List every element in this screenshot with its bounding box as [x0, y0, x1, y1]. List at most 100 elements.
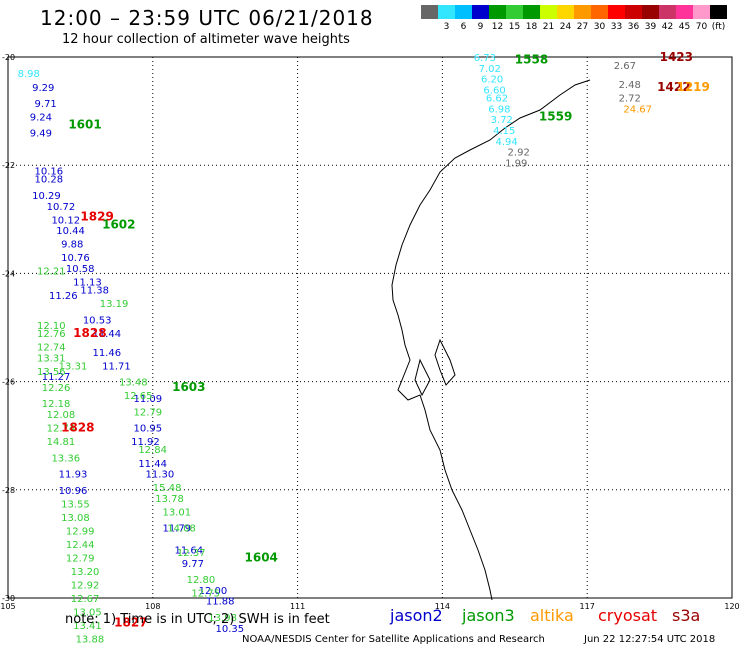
- data-point-label: 1219: [676, 80, 709, 94]
- data-point-label: 13.19: [100, 299, 129, 310]
- data-point-label: 4.15: [493, 126, 515, 137]
- data-point-label: 13.05: [73, 608, 102, 619]
- scale-label: 9: [477, 22, 484, 32]
- data-point-label: 2.92: [508, 148, 530, 159]
- data-point-label: 6.60: [483, 85, 505, 96]
- data-point-label: 11.79: [162, 524, 191, 535]
- footer-timestamp: Jun 22 12:27:54 UTC 2018: [584, 634, 716, 645]
- y-tick-label: -30: [2, 594, 15, 603]
- data-point-label: 13.88: [76, 635, 105, 646]
- y-tick-label: -22: [2, 161, 15, 170]
- data-point-label: 12.84: [138, 445, 167, 456]
- scale-swatch: [523, 5, 540, 19]
- scale-swatch: [625, 5, 642, 19]
- data-point-label: 10.96: [59, 486, 88, 497]
- data-point-label: 14.08: [167, 524, 196, 535]
- data-point-label: 12.80: [187, 575, 216, 586]
- data-point-label: 13.98: [208, 613, 237, 624]
- data-point-label: 13.20: [71, 567, 100, 578]
- data-point-label: 13.48: [119, 378, 148, 389]
- scale-swatch: [693, 5, 710, 19]
- data-point-label: 11.13: [73, 278, 102, 289]
- data-point-label: 13.31: [37, 353, 66, 364]
- legend-item-jason3: jason3: [462, 606, 515, 625]
- data-point-label: 12.37: [177, 548, 206, 559]
- plot-frame: [7, 56, 733, 599]
- data-point-label: 11.46: [92, 348, 121, 359]
- scale-label: 12: [491, 22, 504, 32]
- data-point-label: 10.58: [66, 264, 95, 275]
- y-tick-label: -24: [2, 269, 15, 278]
- x-tick-label: 114: [435, 602, 450, 611]
- scale-swatch: [608, 5, 625, 19]
- data-point-label: 12.65: [124, 391, 153, 402]
- data-point-label: 12.99: [66, 526, 95, 537]
- x-tick-label: 117: [580, 602, 595, 611]
- data-point-label: 6.20: [481, 75, 503, 86]
- scale-swatch: [642, 5, 659, 19]
- data-point-label: 12.18: [42, 399, 71, 410]
- data-point-label: 11.64: [175, 545, 204, 556]
- data-point-label: 8.98: [18, 69, 40, 80]
- data-point-label: 11.44: [138, 459, 167, 470]
- chart-subtitle: 12 hour collection of altimeter wave hei…: [62, 32, 350, 47]
- data-point-label: 12.74: [47, 424, 76, 435]
- y-tick-label: -26: [2, 378, 15, 387]
- scale-label: 21: [542, 22, 555, 32]
- data-point-label: 9.88: [61, 240, 83, 251]
- data-point-label: 12.00: [199, 586, 228, 597]
- bay-path: [414, 358, 431, 397]
- data-point-label: 6.62: [486, 94, 508, 105]
- coastline-path: [391, 79, 591, 601]
- scale-label: 3: [443, 22, 450, 32]
- data-point-label: 2.48: [619, 80, 641, 91]
- data-point-label: 7.02: [479, 64, 501, 75]
- axes: 105 108 111 114 117 120 -20 -22 -24 -26 -28 -30: [0, 53, 739, 611]
- data-point-label: 9.24: [30, 113, 52, 124]
- data-point-label: 14.81: [47, 437, 76, 448]
- data-point-label: 4.94: [495, 137, 517, 148]
- data-point-label: 10.29: [32, 191, 61, 202]
- scale-label: 24: [559, 22, 572, 32]
- scale-swatch: [506, 5, 523, 19]
- data-point-label: 11.09: [133, 394, 162, 405]
- scale-label: 30: [593, 22, 606, 32]
- data-point-label: 10.72: [47, 202, 76, 213]
- grid: [7, 56, 733, 599]
- data-point-label: 12.44: [66, 540, 95, 551]
- scale-swatch: [421, 5, 438, 19]
- peninsula-path: [434, 338, 456, 386]
- data-point-label: 10.35: [216, 624, 245, 635]
- x-tick-label: 111: [290, 602, 305, 611]
- note-text: note: 1) Time is in UTC; 2) SWH is in fe…: [65, 612, 330, 627]
- data-point-label: 11.38: [80, 286, 109, 297]
- scale-swatch: [659, 5, 676, 19]
- data-point-label: 13.55: [61, 499, 90, 510]
- scale-swatch: [557, 5, 574, 19]
- data-point-label: 11.26: [49, 291, 78, 302]
- data-point-label: 13.56: [37, 367, 66, 378]
- data-point-label: 11.27: [42, 372, 71, 383]
- data-point-label: 12.67: [71, 594, 100, 605]
- scale-swatch: [591, 5, 608, 19]
- data-point-label: 13.01: [162, 507, 191, 518]
- data-point-label: 6.73: [474, 53, 496, 64]
- x-tick-label: 105: [0, 602, 15, 611]
- data-point-label: 11.30: [146, 470, 175, 481]
- data-point-label: 9.77: [182, 559, 204, 570]
- data-point-label: 9.71: [35, 99, 57, 110]
- scale-swatch: [540, 5, 557, 19]
- data-point-label: 13.41: [73, 621, 102, 632]
- data-point-label: 10.16: [35, 167, 64, 178]
- data-point-label: 1422: [657, 80, 690, 94]
- data-point-label: 1423: [660, 50, 693, 64]
- data-point-label: 12.74: [37, 342, 66, 353]
- legend-item-jason2: jason2: [390, 606, 443, 625]
- data-point-label: 1604: [245, 550, 278, 564]
- scale-swatch: [574, 5, 591, 19]
- data-point-label: 1558: [515, 53, 548, 67]
- data-point-label: 12.92: [71, 580, 100, 591]
- data-point-label: 2.72: [619, 94, 641, 105]
- y-tick-label: -20: [2, 53, 15, 62]
